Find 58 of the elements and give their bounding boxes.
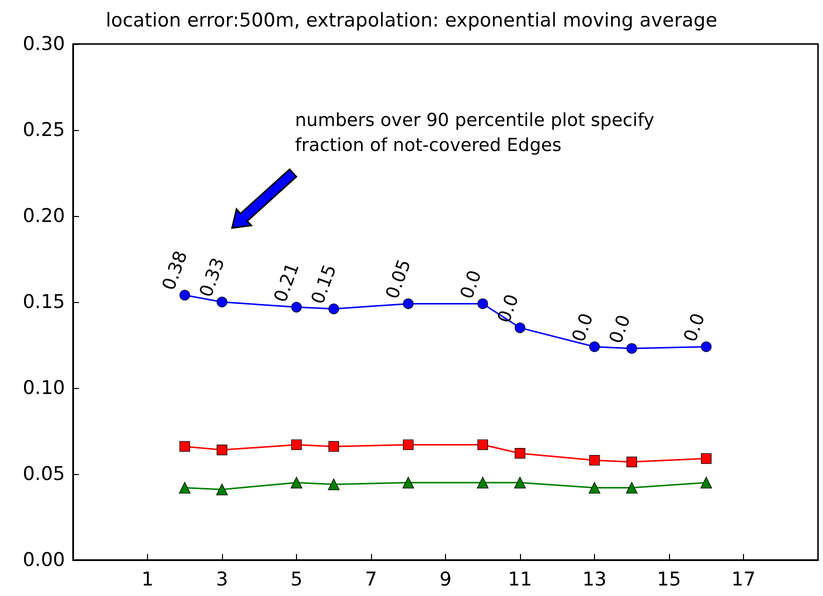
point bbox=[216, 444, 228, 456]
point bbox=[589, 341, 600, 352]
x-tick-label: 7 bbox=[364, 568, 378, 590]
annotation: 0.33 bbox=[196, 255, 230, 300]
point bbox=[626, 343, 638, 354]
chart-title: location error:500m, extrapolation: exponential moving average bbox=[106, 10, 718, 32]
x-tick-label: 9 bbox=[439, 568, 452, 590]
x-tick-label: 3 bbox=[216, 568, 228, 590]
point bbox=[402, 439, 414, 450]
point bbox=[700, 453, 712, 464]
point bbox=[700, 476, 712, 488]
point bbox=[216, 296, 228, 308]
y-tick-label: 0.10 bbox=[22, 377, 65, 399]
point bbox=[514, 448, 526, 459]
x-tick-label: 5 bbox=[290, 568, 303, 590]
point bbox=[291, 439, 302, 450]
annotation: 0.0 bbox=[568, 310, 598, 345]
point bbox=[626, 482, 638, 494]
annotation: 0.05 bbox=[382, 256, 416, 302]
point bbox=[700, 341, 712, 352]
annotation: 0.0 bbox=[680, 310, 710, 345]
annotation: 0.38 bbox=[158, 248, 192, 294]
x-tick-label: 15 bbox=[656, 568, 682, 590]
y-tick-label: 0.15 bbox=[22, 291, 65, 313]
annotation: 0.21 bbox=[270, 260, 304, 306]
point bbox=[514, 476, 526, 488]
y-tick-label: 0.20 bbox=[22, 205, 65, 227]
x-tick-label: 13 bbox=[582, 568, 607, 590]
y-tick-label: 0.00 bbox=[22, 549, 65, 571]
point bbox=[178, 482, 191, 494]
point bbox=[291, 302, 302, 312]
x-tick-label: 11 bbox=[508, 568, 532, 590]
point bbox=[402, 298, 414, 310]
annotation: 0.0 bbox=[456, 268, 486, 302]
point bbox=[402, 476, 414, 488]
point bbox=[476, 476, 489, 488]
x-tick-label: 17 bbox=[731, 568, 756, 590]
point bbox=[179, 441, 190, 452]
point bbox=[328, 304, 340, 314]
annotation: 0.0 bbox=[494, 292, 524, 326]
y-tick-label: 0.30 bbox=[22, 33, 65, 55]
annotation: numbers over 90 percentile plot specify fraction of not-covered Edges bbox=[295, 110, 655, 156]
y-tick-label: 0.05 bbox=[22, 463, 65, 485]
annotation: 0.15 bbox=[308, 262, 341, 307]
point bbox=[328, 441, 340, 452]
point bbox=[589, 454, 600, 466]
point bbox=[477, 298, 488, 310]
y-tick-label: 0.25 bbox=[22, 119, 65, 141]
point bbox=[588, 482, 600, 494]
annotation: 0.0 bbox=[606, 312, 636, 346]
point bbox=[216, 484, 228, 496]
point bbox=[626, 456, 638, 468]
point bbox=[290, 476, 302, 488]
point bbox=[328, 478, 340, 490]
point bbox=[179, 290, 190, 300]
point bbox=[514, 322, 526, 334]
x-tick-label: 1 bbox=[141, 568, 154, 590]
point bbox=[477, 439, 488, 450]
